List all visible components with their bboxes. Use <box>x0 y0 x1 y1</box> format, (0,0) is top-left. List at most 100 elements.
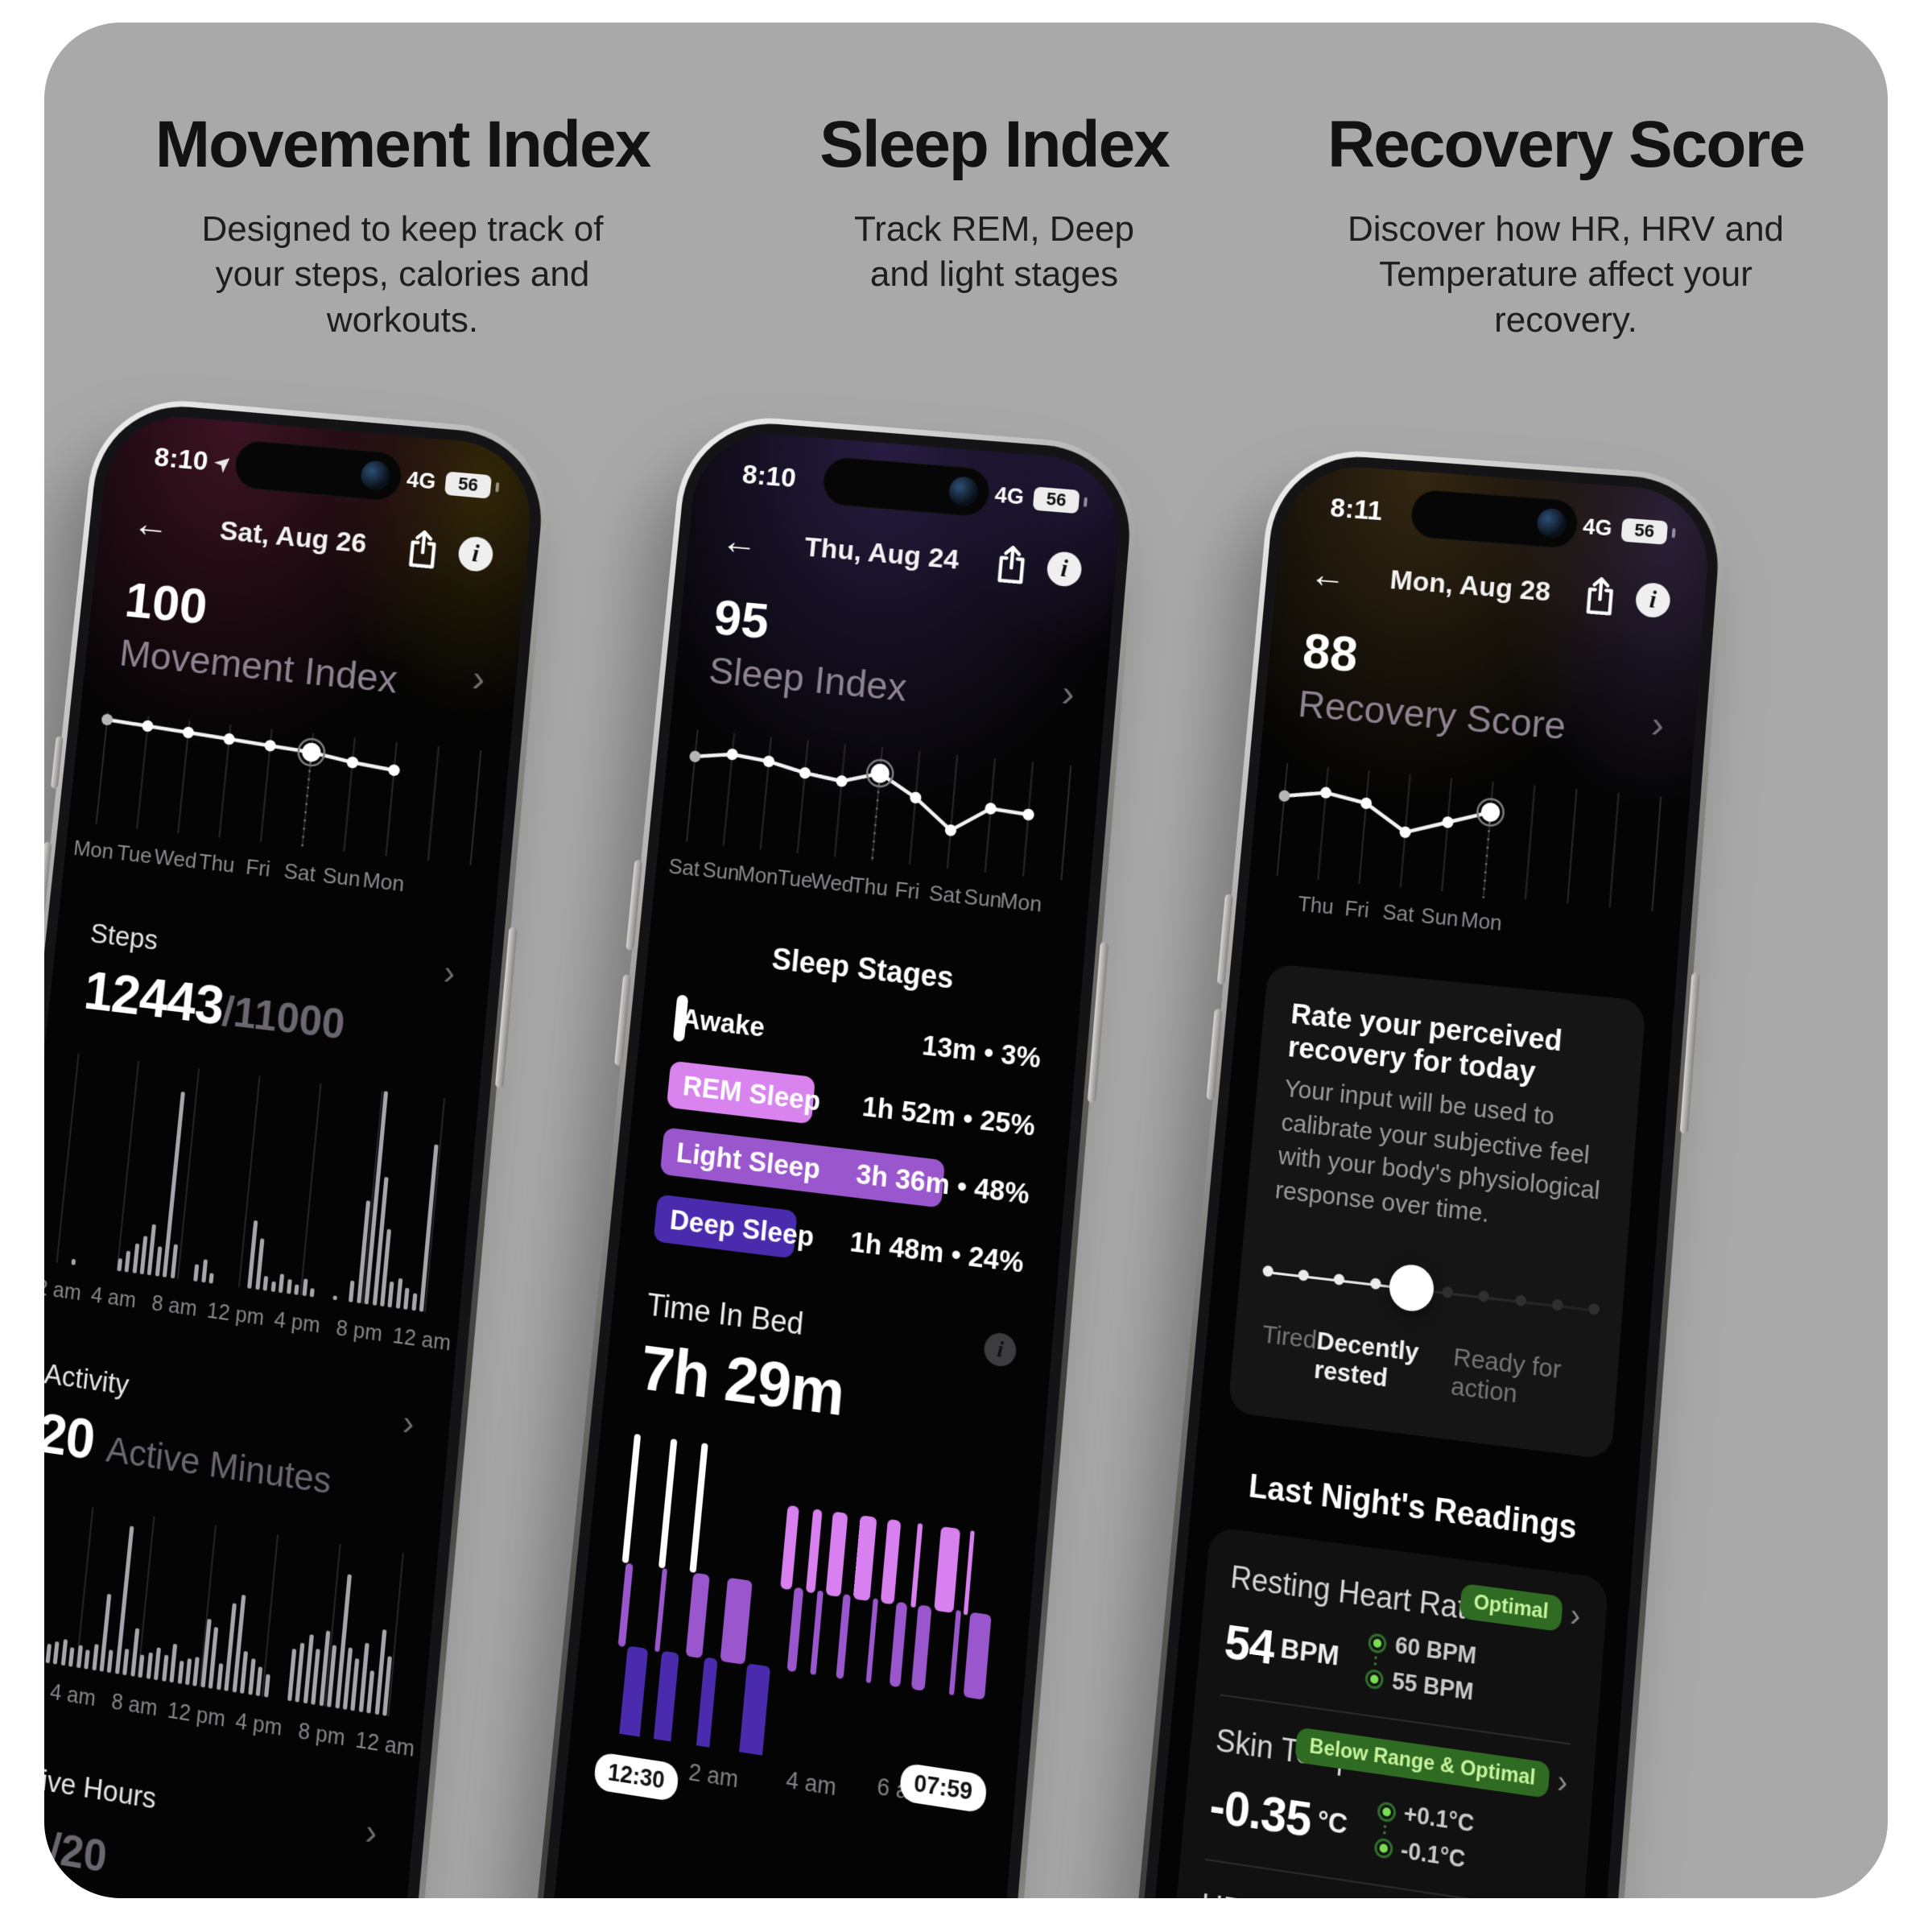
hypnogram-light-segment <box>836 1594 851 1679</box>
slider-labels: Tired Decently rested Ready for action <box>1258 1320 1590 1418</box>
share-button[interactable] <box>993 543 1029 585</box>
steps-bar-chart <box>56 1053 446 1313</box>
svg-text:Mon: Mon <box>999 889 1042 917</box>
back-button[interactable]: ← <box>131 502 172 547</box>
axis-label: 8 pm <box>335 1315 384 1347</box>
hypnogram-rem-segment <box>780 1505 799 1591</box>
rate-recovery-card: Rate your perceived recovery for today Y… <box>1227 963 1646 1460</box>
hypnogram-light-segment <box>963 1612 992 1700</box>
svg-text:Tue: Tue <box>776 866 813 894</box>
network-label: 4G <box>993 482 1026 510</box>
range-dot-icon <box>1376 1800 1397 1823</box>
range-dot-icon <box>1373 1836 1393 1860</box>
background-panel: Movement Index Designed to keep track of… <box>44 23 1888 1898</box>
active-hours-goal: /20 <box>47 1823 109 1883</box>
axis-label: 8 am <box>150 1290 199 1322</box>
chevron-right-icon[interactable]: › <box>401 1403 416 1444</box>
axis-label: 8 am <box>109 1689 159 1721</box>
svg-text:Wed: Wed <box>810 869 855 898</box>
hypnogram-awake-segment <box>689 1443 708 1573</box>
slider-dot[interactable] <box>1587 1302 1600 1316</box>
stage-duration: 1h 48m • 24% <box>848 1225 1026 1279</box>
hypnogram-rem-segment <box>852 1515 877 1602</box>
phone-recovery-score: 8:11 4G 56 ← Mon, Aug 28 i 88 Recovery S… <box>1096 445 1731 1898</box>
weekly-trend-chart[interactable]: Thu Fri Sat Sun Mon <box>1245 737 1692 962</box>
info-button[interactable]: i <box>456 535 495 573</box>
hypnogram-light-segment <box>720 1577 753 1665</box>
sleep-stages-hypnogram <box>605 1433 1005 1789</box>
slider-knob[interactable] <box>1387 1262 1436 1314</box>
steps-section: Steps › 12443/11000 12 am 4 am 8 am 12 pm 4 p… <box>44 910 491 1362</box>
hypnogram-rem-segment <box>964 1530 975 1616</box>
back-button[interactable]: ← <box>1308 552 1348 597</box>
svg-text:Fri: Fri <box>245 856 271 881</box>
header-recovery-score: Recovery Score Discover how HR, HRV and … <box>1252 107 1880 343</box>
axis-label: 12 pm <box>205 1298 266 1331</box>
slider-dot[interactable] <box>1333 1273 1346 1286</box>
hypnogram-deep-segment <box>618 1645 649 1744</box>
status-time: 8:10 <box>741 458 798 493</box>
hypnogram-light-segment <box>685 1572 711 1659</box>
hypnogram-rem-segment <box>805 1509 823 1594</box>
info-icon[interactable]: i <box>983 1331 1018 1368</box>
share-button[interactable] <box>1583 576 1618 617</box>
header-subtitle: Discover how HR, HRV and Temperature aff… <box>1347 209 1785 340</box>
reading-range: +0.1°C -0.1°C <box>1373 1797 1475 1875</box>
stage-duration: 13m • 3% <box>921 1029 1042 1074</box>
hypnogram-awake-segment <box>658 1439 678 1569</box>
header-sleep-index: Sleep Index Track REM, Deep and light st… <box>753 107 1236 298</box>
activity-unit: Active Minutes <box>104 1428 333 1502</box>
reading-value: -0.35 <box>1208 1776 1314 1847</box>
range-dot-icon <box>1368 1632 1388 1654</box>
timeline-label: 4 am <box>785 1766 838 1801</box>
timeline-label: 2 am <box>687 1758 740 1793</box>
activity-label: Activity <box>44 1356 131 1401</box>
status-time: 8:11 <box>1328 492 1384 526</box>
hypnogram-rem-segment <box>910 1522 923 1608</box>
axis-label: 4 am <box>48 1679 97 1711</box>
battery-icon: 56 <box>1620 517 1669 545</box>
slider-dot[interactable] <box>1478 1290 1490 1303</box>
svg-text:Thu: Thu <box>197 850 236 877</box>
axis-label: 8 pm <box>297 1718 346 1751</box>
slider-dot[interactable] <box>1514 1294 1527 1307</box>
info-button[interactable]: i <box>1634 581 1672 619</box>
sleep-start-badge: 12:30 <box>592 1751 680 1802</box>
network-label: 4G <box>405 466 437 494</box>
axis-label: 4 pm <box>234 1708 283 1741</box>
reading-unit: °C <box>1316 1803 1349 1840</box>
svg-text:Sun: Sun <box>701 858 740 886</box>
chevron-right-icon: › <box>1555 1763 1570 1802</box>
slider-dot[interactable] <box>1298 1269 1310 1282</box>
svg-text:Thu: Thu <box>851 873 890 901</box>
share-button[interactable] <box>405 528 441 570</box>
recovery-slider[interactable] <box>1262 1245 1600 1337</box>
slider-dot[interactable] <box>1369 1278 1381 1290</box>
axis-label: 12 am <box>44 1274 83 1306</box>
range-dot-icon <box>1364 1667 1385 1690</box>
chevron-right-icon[interactable]: › <box>442 954 457 993</box>
axis-label: 12 am <box>354 1728 416 1762</box>
front-camera <box>1536 507 1568 539</box>
weekly-trend-chart[interactable]: Mon Tue Wed Thu Fri Sat Sun Mon <box>64 685 512 916</box>
steps-value: 12443 <box>81 960 226 1037</box>
chevron-right-icon: › <box>1568 1596 1582 1635</box>
slider-dot[interactable] <box>1262 1265 1274 1278</box>
hypnogram-deep-segment <box>653 1650 679 1748</box>
hypnogram-rem-segment <box>825 1511 848 1597</box>
axis-label: 12 pm <box>166 1698 227 1732</box>
hypnogram-light-segment <box>654 1568 668 1653</box>
back-button[interactable]: ← <box>720 518 760 564</box>
slider-dot[interactable] <box>1551 1298 1563 1311</box>
svg-text:Fri: Fri <box>894 878 920 904</box>
svg-text:Sat: Sat <box>667 855 700 881</box>
chevron-right-icon[interactable]: › <box>363 1812 379 1854</box>
svg-text:Mon: Mon <box>361 869 405 897</box>
svg-text:Mon: Mon <box>1460 908 1503 935</box>
svg-text:Sat: Sat <box>283 860 316 886</box>
svg-text:Mon: Mon <box>72 836 115 864</box>
slider-dot[interactable] <box>1442 1286 1454 1298</box>
info-button[interactable]: i <box>1046 550 1084 588</box>
